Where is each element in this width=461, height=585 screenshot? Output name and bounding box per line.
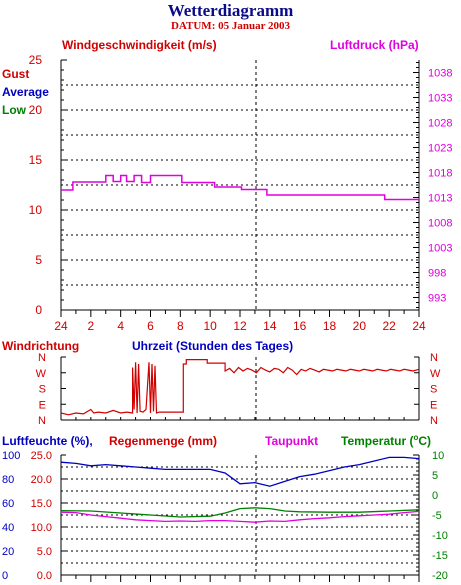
temperature-series-line (60, 507, 420, 518)
humidity-tick-label: 20 (2, 546, 14, 558)
temperature-tick-label: -10 (432, 530, 448, 542)
rain-tick-label: 15.0 (31, 498, 52, 510)
x-tick-label: 24 (54, 319, 68, 333)
x-tick-label: 10 (203, 319, 217, 333)
legend-low: Low (2, 103, 27, 117)
left-tick-label: 15 (29, 153, 43, 167)
left-tick-label: 10 (29, 203, 43, 217)
right-tick-label: 1033 (428, 93, 452, 105)
direction-right-tick-label: N (430, 415, 438, 427)
direction-right-tick-label: E (430, 399, 437, 411)
left-tick-label: 20 (29, 103, 43, 117)
temperature-tick-label: -5 (432, 510, 442, 522)
wind-direction-panel: Windrichtung Uhrzeit (Stunden des Tages)… (2, 339, 441, 427)
right-tick-label: 993 (428, 293, 446, 305)
right-tick-label: 1008 (428, 218, 452, 230)
temperature-tick-label: -20 (432, 570, 448, 582)
x-tick-label: 16 (293, 319, 307, 333)
temperature-tick-label: 10 (432, 450, 444, 462)
x-tick-label: 14 (263, 319, 277, 333)
rain-tick-label: 25.0 (31, 450, 52, 462)
x-tick-label: 6 (147, 319, 154, 333)
temperature-axis-title: Temperatur (oC) (341, 433, 431, 448)
x-tick-label: 4 (117, 319, 124, 333)
temperature-tick-label: 0 (432, 490, 438, 502)
rain-tick-label: 20.0 (31, 474, 52, 486)
rain-tick-label: 5.0 (37, 546, 52, 558)
humidity-series-line (60, 456, 420, 487)
x-tick-label: 18 (323, 319, 337, 333)
humidity-tick-label: 80 (2, 474, 14, 486)
direction-left-tick-label: N (38, 352, 46, 364)
x-tick-label: 8 (177, 319, 184, 333)
direction-right-tick-label: N (430, 352, 438, 364)
right-tick-label: 1038 (428, 68, 452, 80)
x-tick-label: 22 (382, 319, 396, 333)
left-tick-label: 0 (35, 303, 42, 317)
right-tick-label: 998 (428, 268, 446, 280)
rain-tick-label: 0.0 (37, 570, 52, 582)
left-tick-label: 5 (35, 253, 42, 267)
direction-left-tick-label: N (38, 415, 46, 427)
left-tick-label: 25 (29, 53, 43, 67)
chart-title: Wetterdiagramm (167, 1, 294, 20)
chart-subtitle: DATUM: 05 Januar 2003 (170, 20, 291, 32)
legend-average: Average (2, 85, 49, 99)
right-tick-label: 1028 (428, 118, 452, 130)
direction-right-tick-label: W (430, 368, 441, 380)
x-tick-label: 12 (233, 319, 247, 333)
dewpoint-series-line (60, 510, 420, 523)
humidity-axis-title: Luftfeuchte (%), (2, 434, 93, 448)
direction-left-tick-label: E (39, 399, 46, 411)
wind-pressure-panel: Windgeschwindigkeit (m/s) Luftdruck (hPa… (2, 38, 452, 333)
legend-gust: Gust (2, 67, 29, 81)
humidity-tick-label: 100 (2, 450, 20, 462)
rain-tick-label: 10.0 (31, 522, 52, 534)
right-tick-label: 1013 (428, 193, 452, 205)
direction-left-tick-label: W (36, 368, 47, 380)
humidity-tick-label: 40 (2, 522, 14, 534)
temperature-tick-label: 5 (432, 470, 438, 482)
x-tick-label: 20 (353, 319, 367, 333)
right-tick-label: 1003 (428, 243, 452, 255)
wind-direction-title: Windrichtung (2, 339, 79, 353)
humidity-tick-label: 0 (2, 570, 8, 582)
humidity-temperature-panel: Luftfeuchte (%), Regenmenge (mm) Taupunk… (2, 433, 448, 582)
x-tick-label: 2 (87, 319, 94, 333)
direction-right-tick-label: S (430, 384, 437, 396)
humidity-tick-label: 60 (2, 498, 14, 510)
left-axis-title: Windgeschwindigkeit (m/s) (62, 38, 217, 52)
x-tick-label: 24 (412, 319, 426, 333)
wind-direction-series-line (60, 359, 420, 416)
right-tick-label: 1018 (428, 168, 452, 180)
direction-left-tick-label: S (39, 384, 46, 396)
pressure-series-line (61, 174, 419, 201)
dewpoint-axis-title: Taupunkt (265, 434, 318, 448)
x-axis-title: Uhrzeit (Stunden des Tages) (132, 339, 293, 353)
right-axis-title: Luftdruck (hPa) (330, 38, 419, 52)
rain-axis-title: Regenmenge (mm) (109, 434, 217, 448)
right-tick-label: 1023 (428, 143, 452, 155)
temperature-tick-label: -15 (432, 550, 448, 562)
